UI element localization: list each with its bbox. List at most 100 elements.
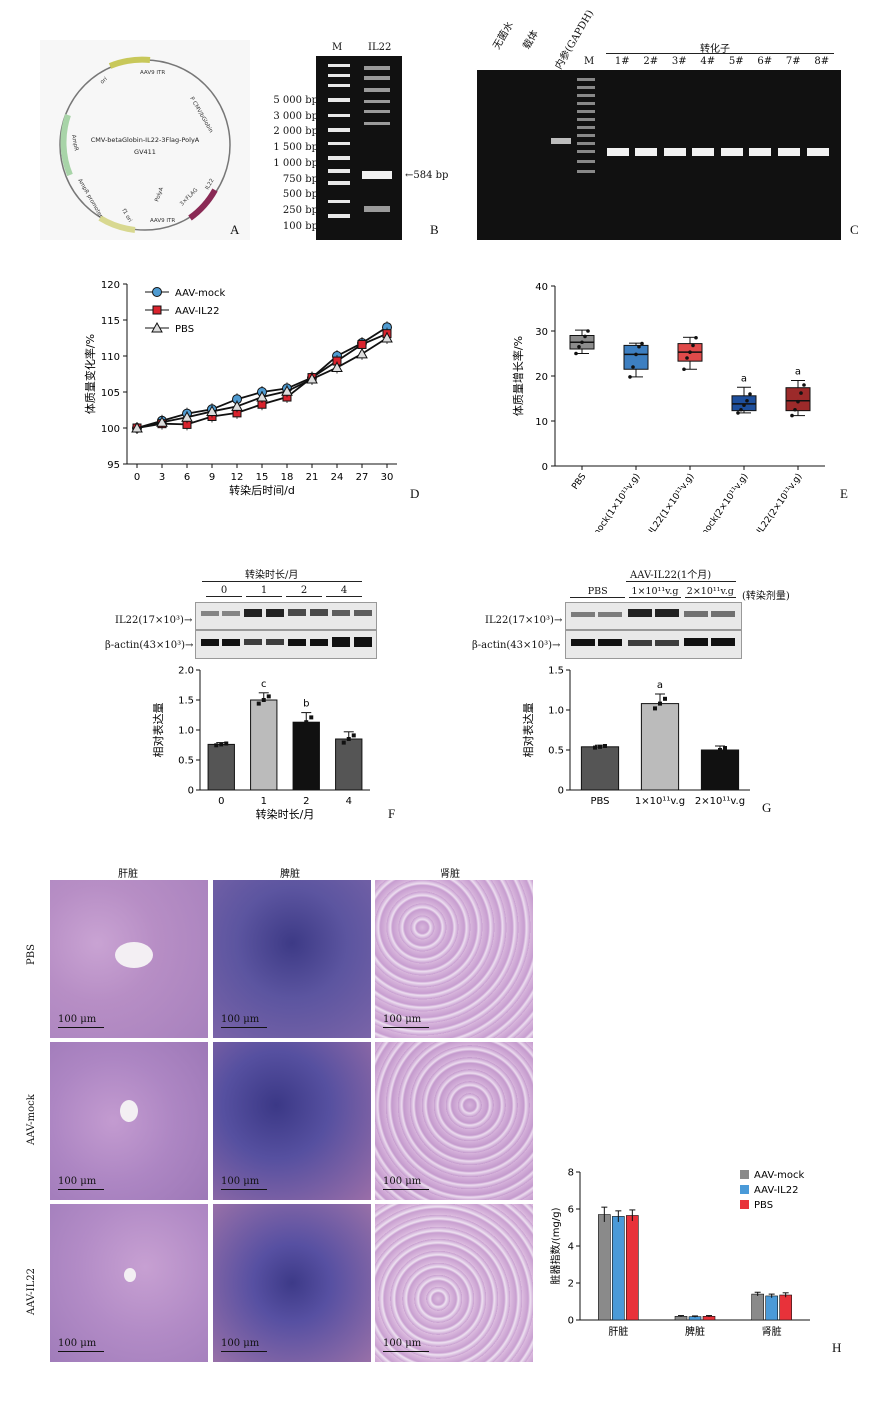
data-point (131, 421, 143, 433)
bar (626, 1215, 639, 1321)
plasmid-center-label-2: GV411 (134, 148, 156, 156)
box-point (802, 383, 806, 387)
bar-point (346, 737, 351, 741)
marker-label: 500 bp (282, 189, 318, 201)
x-axis-label: 转染后时间/d (229, 483, 295, 497)
x-tick-label: mock(1×10¹¹v.g) (590, 472, 642, 532)
box-point (742, 403, 746, 408)
blot-label: β-actin(43×10³) (105, 640, 186, 651)
box (785, 387, 811, 412)
marker-label: 100 bp (282, 220, 318, 232)
bar-point (598, 744, 602, 749)
histology-spleen-mock: 100 μm (213, 1042, 371, 1200)
bar-point (341, 740, 346, 745)
gel-b (316, 56, 402, 240)
bar-point (723, 746, 727, 750)
legend-label: AAV-mock (175, 288, 226, 299)
bar-point (266, 694, 271, 699)
bar (700, 749, 740, 791)
y-tick-label: 1.5 (178, 696, 194, 707)
control-label: M (584, 56, 595, 67)
y-tick-label: 2.0 (178, 666, 194, 677)
data-point (231, 400, 243, 411)
blot-f-lane-labels: 0 1 2 4 (204, 585, 364, 597)
bar-point (214, 743, 219, 748)
panel-letter-g: G (762, 800, 772, 815)
histology-kidney-il22: 100 μm (375, 1204, 533, 1362)
histology-spleen-il22: 100 μm (213, 1204, 371, 1362)
lane-label: 1# (614, 56, 630, 67)
x-tick-label: 1 (261, 796, 267, 807)
box-point (694, 335, 698, 340)
bar-point (653, 706, 657, 711)
bar-point (309, 715, 314, 720)
scale-bar: 100 μm (58, 1176, 104, 1190)
control-label: 无菌水 (491, 20, 516, 52)
scale-bar: 100 μm (383, 1014, 429, 1028)
gel-b-marker-list: 5 000 bp 3 000 bp 2 000 bp 1 500 bp 1 00… (258, 93, 318, 234)
x-tick-label: 0 (134, 472, 140, 483)
box-point (634, 352, 638, 357)
lane-label: 1 (246, 585, 282, 597)
histology-kidney-mock: 100 μm (375, 1042, 533, 1200)
lane-label: 4# (700, 56, 716, 67)
legend-label: PBS (175, 324, 194, 335)
lane-label: 8# (814, 56, 830, 67)
bar (250, 699, 278, 791)
histo-col-label: 肝脏 (118, 869, 138, 880)
marker-label: 1 000 bp (273, 157, 318, 169)
box-point (796, 399, 800, 404)
lane-label: 4 (326, 585, 362, 597)
feature-label: AAV9 ITR (140, 70, 165, 76)
bar (751, 1293, 764, 1321)
x-tick-label: 27 (356, 472, 369, 483)
lane-label: 0 (206, 585, 242, 597)
box-point (682, 367, 686, 372)
marker-label: 1 500 bp (273, 142, 318, 154)
y-tick-label: 95 (107, 460, 120, 471)
y-tick-label: 1.5 (548, 666, 564, 677)
x-tick-label: 0 (218, 796, 224, 807)
significance-label: a (795, 367, 801, 378)
feature-label: AAV9 ITR (150, 218, 175, 224)
scale-bar-label: 100 μm (221, 1014, 260, 1025)
legend-marker (151, 321, 163, 333)
y-tick-label: 110 (101, 352, 120, 363)
box-point (574, 351, 578, 356)
y-tick-label: 4 (568, 1242, 574, 1253)
lane-label: 2# (643, 56, 659, 67)
x-tick-label: PBS (590, 796, 609, 807)
box (623, 344, 649, 370)
gel-c-group-title: 转化子 (700, 44, 730, 55)
data-point (206, 405, 218, 416)
x-tick-label: 3 (159, 472, 165, 483)
lane-label: 7# (785, 56, 801, 67)
y-tick-label: 30 (535, 327, 548, 338)
bar (765, 1295, 778, 1321)
marker-label: 750 bp (282, 173, 318, 185)
box-point (631, 365, 635, 369)
data-point (156, 416, 168, 427)
y-tick-label: 115 (101, 316, 120, 327)
box-point (637, 344, 641, 349)
bar-point (304, 720, 309, 725)
legend-label: AAV-IL22 (754, 1185, 798, 1196)
lane-label: 5# (728, 56, 744, 67)
x-tick-label: 肾脏 (762, 1325, 782, 1338)
y-tick-label: 6 (568, 1205, 574, 1216)
western-blot-g (565, 602, 742, 659)
box-point (583, 334, 587, 339)
y-tick-label: 1.0 (548, 706, 564, 717)
histology-liver-mock: 100 μm (50, 1042, 208, 1200)
blot-f-actin-label: β-actin(43×10³)→ (105, 640, 194, 651)
histology-liver-pbs: 100 μm (50, 880, 208, 1038)
y-tick-label: 1.0 (178, 726, 194, 737)
lane-label: 2×10¹¹v.g (684, 586, 736, 598)
x-tick-label: 30 (381, 472, 394, 483)
series-line-pbs (136, 337, 388, 429)
x-tick-label: IL22(1×10¹¹v.g) (647, 472, 696, 532)
panel-letter-b: B (430, 222, 439, 237)
significance-label: a (741, 373, 747, 384)
significance-label: c (261, 679, 267, 690)
scale-bar: 100 μm (383, 1176, 429, 1190)
